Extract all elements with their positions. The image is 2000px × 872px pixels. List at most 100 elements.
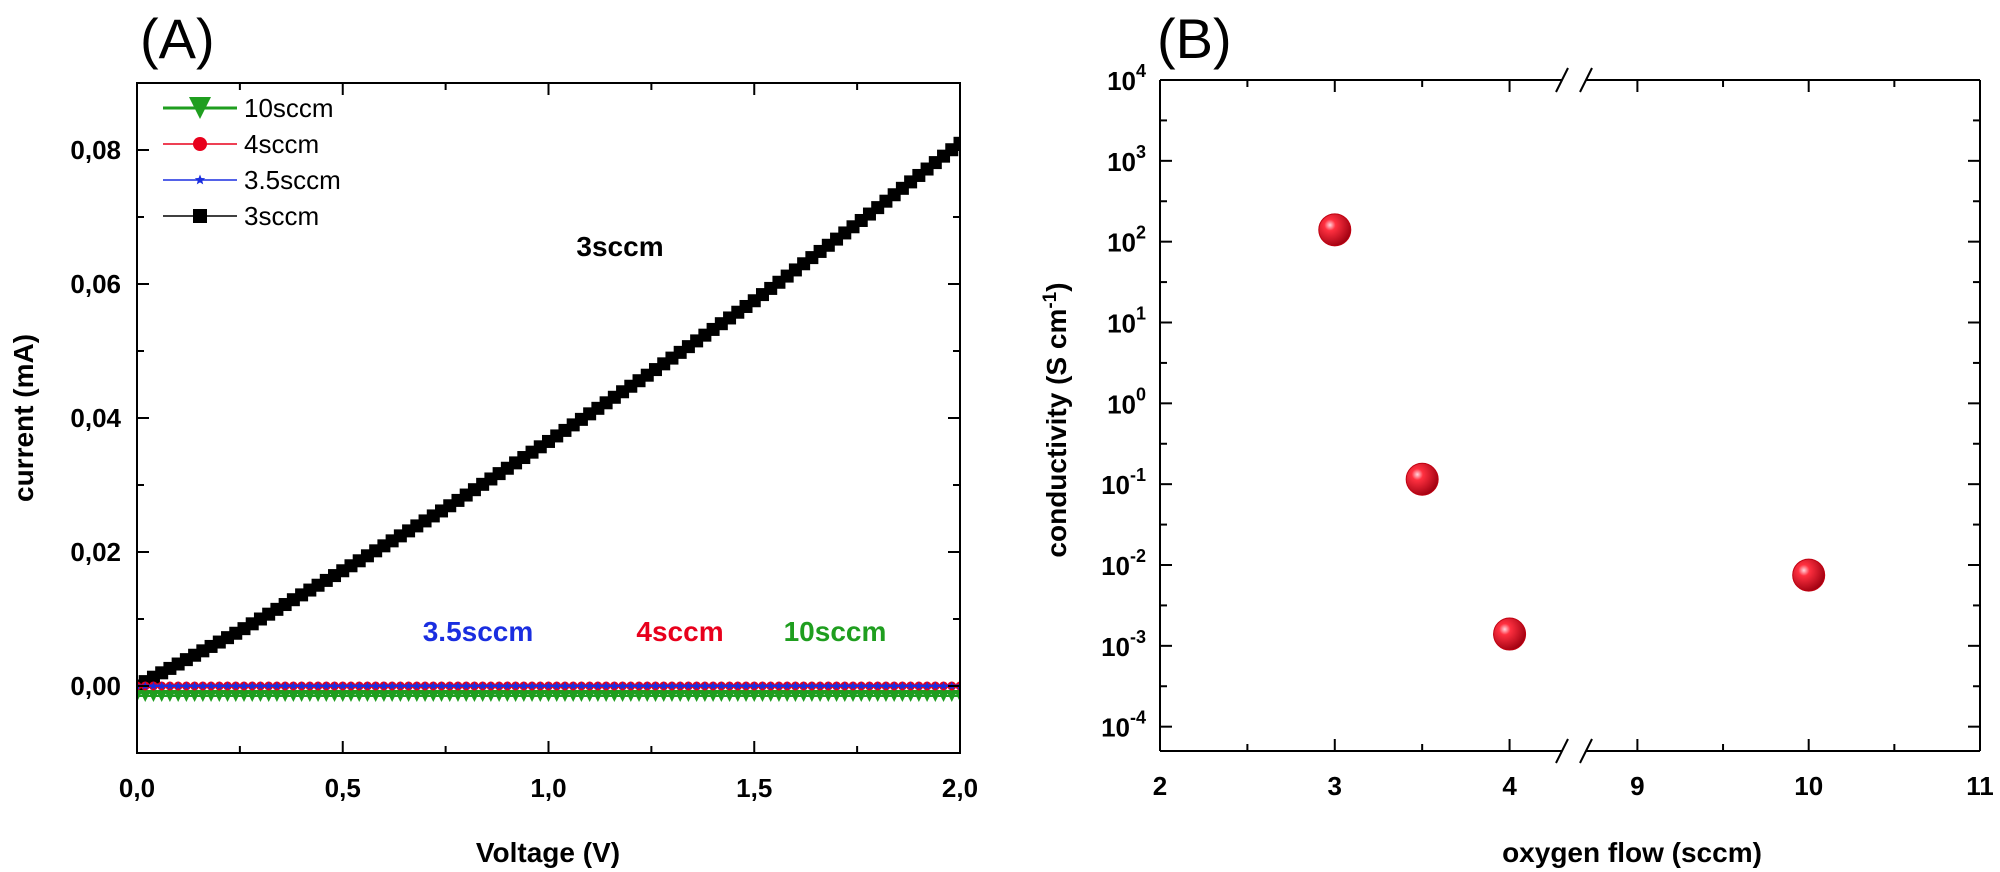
panel-b-y-tick-label: 10-2 — [1101, 546, 1146, 581]
data-point-10sccm — [328, 690, 341, 703]
data-point-3.5sccm — [815, 681, 825, 690]
data-point-3.5sccm — [741, 681, 751, 690]
data-point-10sccm — [863, 690, 876, 703]
data-point-10sccm — [344, 690, 357, 703]
data-point-3.5sccm — [280, 681, 290, 690]
panel-a-x-tick-label: 1,0 — [530, 773, 566, 803]
data-point-3.5sccm — [577, 681, 586, 690]
panel-a-y-tick-label: 0,02 — [70, 537, 121, 567]
data-point-3.5sccm — [717, 681, 726, 690]
data-point-3.5sccm — [848, 681, 858, 690]
data-point-3.5sccm — [791, 681, 800, 690]
data-point-10sccm — [789, 690, 802, 703]
data-point-10sccm — [312, 690, 325, 703]
panel-b-axes — [1159, 67, 1981, 764]
data-point-3.5sccm — [889, 681, 899, 690]
data-point-10sccm — [443, 690, 456, 703]
data-point-3.5sccm — [906, 681, 915, 690]
data-point-3.5sccm — [832, 681, 841, 690]
data-point-10sccm — [682, 690, 695, 703]
series-10sccm — [137, 690, 960, 703]
panel-a-y-tick-label: 0,04 — [70, 403, 121, 433]
panel-b-x-tick-label: 11 — [1966, 771, 1994, 801]
data-point-10sccm — [501, 690, 514, 703]
data-point-3.5sccm — [157, 681, 166, 690]
data-point-10sccm — [649, 690, 662, 703]
panel-b-y-tick-label: 10-3 — [1101, 627, 1146, 662]
data-point-10sccm — [303, 690, 316, 703]
data-point-3.5sccm — [840, 681, 850, 690]
panel-a-x-axis-title: Voltage (V) — [476, 837, 620, 868]
data-point-10sccm — [270, 690, 283, 703]
data-point-3.5sccm — [256, 681, 265, 690]
data-point-3.5sccm — [503, 681, 512, 690]
data-point-10sccm — [369, 690, 382, 703]
data-point-10sccm — [781, 690, 794, 703]
data-point-3.5sccm — [898, 681, 907, 690]
panel-b-y-tick-label: 103 — [1107, 142, 1146, 177]
data-point-3.5sccm — [618, 681, 627, 690]
data-point-10sccm — [772, 690, 785, 703]
data-point-10sccm — [591, 690, 604, 703]
annotation-10sccm: 10sccm — [784, 616, 887, 647]
data-point-3.5sccm — [634, 681, 644, 690]
data-point-3.5sccm — [346, 681, 356, 690]
data-point-3.5sccm — [461, 681, 471, 690]
data-point-3.5sccm — [231, 681, 240, 690]
data-point-10sccm — [526, 690, 539, 703]
data-point-3.5sccm — [659, 681, 668, 690]
panel-b-y-tick-label: 100 — [1107, 384, 1146, 419]
legend-marker-3.5sccm — [194, 174, 206, 185]
data-point-3.5sccm — [437, 681, 446, 690]
data-point-3.5sccm — [165, 681, 175, 690]
panel-a-annotations: 3sccm 3.5sccm 4sccm 10sccm — [423, 231, 887, 647]
data-point-10sccm — [180, 690, 193, 703]
panel-b-axis-break-mark — [1579, 67, 1593, 93]
data-point-10sccm — [196, 690, 209, 703]
panel-b-axis-break-mark — [1555, 67, 1569, 93]
data-point-3.5sccm — [470, 681, 479, 690]
data-point-10sccm — [830, 690, 843, 703]
data-point-10sccm — [386, 690, 399, 703]
data-point-3.5sccm — [568, 681, 578, 690]
panel-b-ticks: 2 3 4 9 10 11 104 103 102 101 100 10-1 10-2 10-3 10-4 — [1101, 61, 1994, 801]
data-point-3.5sccm — [453, 681, 463, 690]
panel-b-y-tick-label: 10-1 — [1101, 465, 1146, 500]
data-point-10sccm — [229, 690, 242, 703]
data-point-10sccm — [608, 690, 621, 703]
data-point-10sccm — [641, 690, 654, 703]
data-point-3.5sccm — [363, 681, 372, 690]
data-point-10sccm — [698, 690, 711, 703]
data-point-10sccm — [484, 690, 497, 703]
annotation-3sccm: 3sccm — [576, 231, 663, 262]
data-point-10sccm — [888, 690, 901, 703]
data-point-conductivity — [1405, 462, 1439, 496]
data-point-3.5sccm — [733, 681, 743, 690]
data-point-3.5sccm — [601, 681, 611, 690]
data-point-3.5sccm — [914, 681, 924, 690]
legend-marker-4sccm — [193, 137, 207, 151]
data-point-3.5sccm — [264, 681, 273, 690]
data-point-3.5sccm — [758, 681, 767, 690]
data-point-10sccm — [624, 690, 637, 703]
panel-a-y-axis-title: current (mA) — [8, 334, 39, 502]
data-point-3.5sccm — [865, 681, 874, 690]
data-point-10sccm — [377, 690, 390, 703]
data-point-10sccm — [929, 690, 942, 703]
data-point-3.5sccm — [766, 681, 775, 690]
data-point-10sccm — [690, 690, 703, 703]
data-point-3sccm — [953, 136, 960, 150]
data-point-10sccm — [822, 690, 835, 703]
panel-b-axis-break-mark — [1579, 738, 1593, 764]
data-point-3.5sccm — [939, 681, 948, 690]
data-point-3.5sccm — [239, 681, 249, 690]
data-point-10sccm — [468, 690, 481, 703]
data-point-10sccm — [937, 690, 950, 703]
data-point-3.5sccm — [626, 681, 636, 690]
data-point-3.5sccm — [750, 681, 759, 690]
data-point-3.5sccm — [931, 681, 940, 690]
data-point-3.5sccm — [272, 681, 282, 690]
data-point-10sccm — [320, 690, 333, 703]
data-point-10sccm — [567, 690, 580, 703]
panel-a-ticks: 0,0 0,5 1,0 1,5 2,0 0,00 0,02 0,04 0,06 0,08 — [70, 82, 978, 803]
